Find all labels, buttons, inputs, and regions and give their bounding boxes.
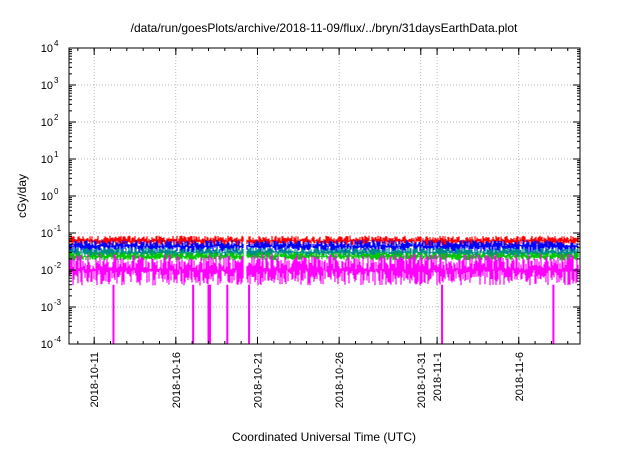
y-tick-label: 10 [41, 117, 53, 129]
y-tick-label: 10 [41, 265, 53, 277]
x-tick-label: 2018-11-1 [432, 352, 444, 401]
y-tick-label: 10 [41, 191, 53, 203]
y-axis-label: cGy/day [15, 174, 29, 218]
y-tick-exponent: -2 [54, 261, 62, 270]
y-tick-exponent: -1 [54, 224, 62, 233]
x-tick-label: 2018-11-6 [514, 352, 526, 401]
x-tick-label: 2018-10-16 [171, 352, 183, 408]
chart-title: /data/run/goesPlots/archive/2018-11-09/f… [131, 21, 518, 35]
grid [69, 48, 580, 344]
y-tick-exponent: -3 [54, 298, 62, 307]
y-tick-label: 10 [41, 302, 53, 314]
x-tick-label: 2018-10-21 [252, 352, 264, 408]
y-tick-exponent: -4 [54, 335, 62, 344]
x-tick-label: 2018-10-11 [89, 352, 101, 407]
y-tick-exponent: 1 [54, 150, 59, 159]
y-tick-label: 10 [41, 80, 53, 92]
y-tick-label: 10 [41, 154, 53, 166]
y-tick-label: 10 [41, 339, 53, 351]
x-tick-label: 2018-10-31 [416, 352, 428, 408]
y-tick-exponent: 4 [54, 39, 59, 48]
y-tick-exponent: 3 [54, 76, 59, 85]
y-tick-label: 10 [41, 228, 53, 240]
y-tick-exponent: 0 [54, 187, 59, 196]
y-tick-exponent: 2 [54, 113, 59, 122]
x-axis-label: Coordinated Universal Time (UTC) [232, 430, 416, 444]
y-tick-label: 10 [41, 43, 53, 55]
series-line [69, 254, 579, 286]
x-tick-label: 2018-10-26 [334, 352, 346, 408]
data-layer [69, 235, 579, 344]
